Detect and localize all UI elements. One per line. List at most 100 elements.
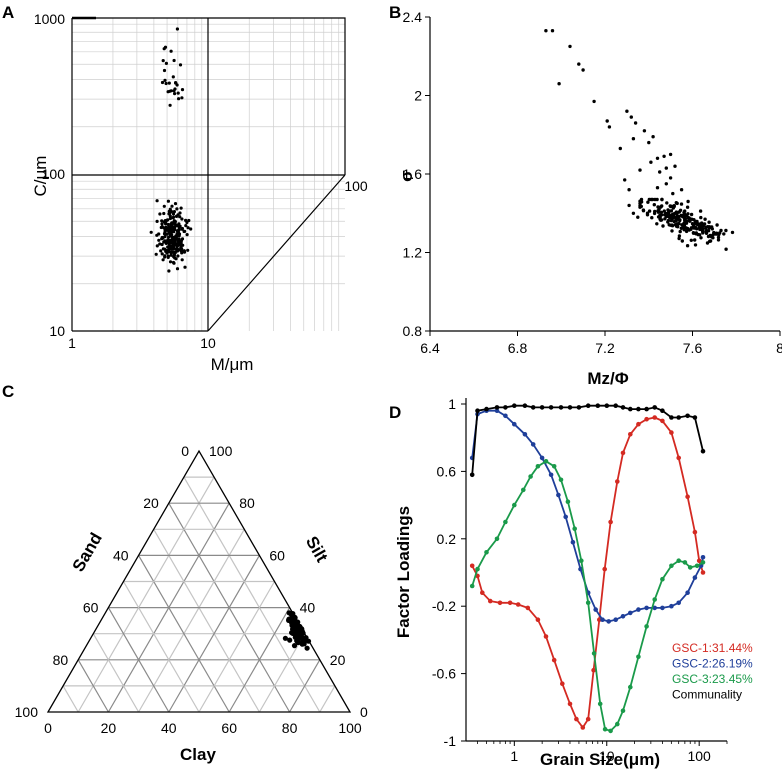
data-point <box>180 237 185 241</box>
data-point <box>162 211 166 216</box>
data-point <box>577 62 581 66</box>
data-point <box>177 222 181 226</box>
series-marker <box>512 421 517 427</box>
data-point <box>179 243 183 247</box>
panel-a: A 1000 100 10 1 10 100 M/μm C/μm <box>2 3 368 374</box>
data-point <box>557 82 561 86</box>
sand-tick-label: 20 <box>143 495 159 511</box>
series-marker <box>525 605 531 611</box>
data-point <box>699 223 703 227</box>
data-point <box>677 236 681 241</box>
data-point <box>702 222 707 226</box>
series-marker <box>676 455 681 461</box>
data-point <box>287 637 293 643</box>
series-marker <box>503 405 508 410</box>
data-point <box>166 90 170 94</box>
data-point <box>295 639 301 646</box>
data-point <box>685 205 690 209</box>
series-marker <box>556 492 561 498</box>
clay-tick-label: 0 <box>44 720 52 736</box>
x-tick-label: 1 <box>510 748 518 764</box>
series-marker <box>628 684 633 690</box>
data-point <box>659 210 664 214</box>
grid-line <box>153 528 260 713</box>
y-tick-label: -0.6 <box>432 666 456 682</box>
data-point <box>690 222 695 226</box>
data-point <box>173 92 177 96</box>
data-point <box>715 223 719 227</box>
data-point <box>169 244 173 248</box>
panel-a-frame <box>71 16 346 332</box>
data-point <box>605 119 609 123</box>
data-point <box>155 199 159 203</box>
grid-line <box>319 685 336 713</box>
data-point <box>168 103 172 107</box>
data-point <box>696 223 700 227</box>
data-point <box>707 220 711 224</box>
data-point <box>607 125 612 129</box>
data-point <box>645 211 650 215</box>
data-point <box>699 236 703 240</box>
series-marker <box>522 403 528 409</box>
data-point <box>685 244 690 248</box>
data-point <box>669 218 673 223</box>
data-point <box>163 45 168 49</box>
data-point <box>695 219 699 224</box>
data-point <box>666 218 671 223</box>
sand-tick-label: 60 <box>83 600 99 616</box>
data-point <box>180 96 184 100</box>
series-marker <box>636 654 641 660</box>
panel-d-legend: GSC-1:31.44% GSC-2:26.19%GSC-3:23.45% Comm… <box>672 641 753 702</box>
data-point <box>165 227 169 231</box>
series-marker <box>565 499 571 505</box>
series-marker <box>585 716 591 722</box>
series-marker <box>676 415 681 420</box>
panel-a-ytick-100: 100 <box>42 166 66 182</box>
data-point <box>169 250 173 254</box>
data-point <box>162 68 167 73</box>
data-point <box>673 211 677 216</box>
series-marker <box>539 405 545 410</box>
series-marker <box>484 550 489 555</box>
data-point <box>652 203 656 207</box>
y-tick-label: 2.4 <box>403 9 423 25</box>
data-point <box>706 234 711 239</box>
data-point <box>175 207 179 211</box>
data-point <box>174 81 178 85</box>
series-line <box>471 460 704 732</box>
legend-entry: GSC-3:23.45% <box>672 672 753 686</box>
series-marker <box>700 555 706 560</box>
series-marker <box>652 415 657 420</box>
data-point <box>544 29 548 33</box>
data-point <box>163 254 167 258</box>
series-marker <box>652 605 657 611</box>
data-point <box>646 200 650 204</box>
series-marker <box>560 681 565 686</box>
data-point <box>687 218 692 223</box>
data-point <box>633 121 638 125</box>
data-point <box>180 258 184 262</box>
series-marker <box>507 600 513 606</box>
data-point <box>618 146 622 151</box>
series-marker <box>644 624 649 629</box>
data-point <box>169 49 173 53</box>
series-marker <box>692 415 698 420</box>
data-point <box>638 199 642 203</box>
series-marker <box>692 575 698 580</box>
data-point <box>682 223 687 228</box>
data-point <box>676 222 680 226</box>
panel-d-xlabel: Grain Size(μm) <box>540 750 660 769</box>
data-point <box>149 230 153 234</box>
data-point <box>680 239 684 243</box>
series-marker <box>600 617 605 622</box>
series-marker <box>613 403 618 409</box>
series-marker <box>494 408 500 414</box>
data-point <box>670 223 674 227</box>
data-point <box>671 206 675 210</box>
data-point <box>708 239 713 243</box>
data-point <box>305 638 312 644</box>
series-marker <box>696 558 702 563</box>
data-point <box>164 61 168 65</box>
data-point <box>660 204 664 208</box>
